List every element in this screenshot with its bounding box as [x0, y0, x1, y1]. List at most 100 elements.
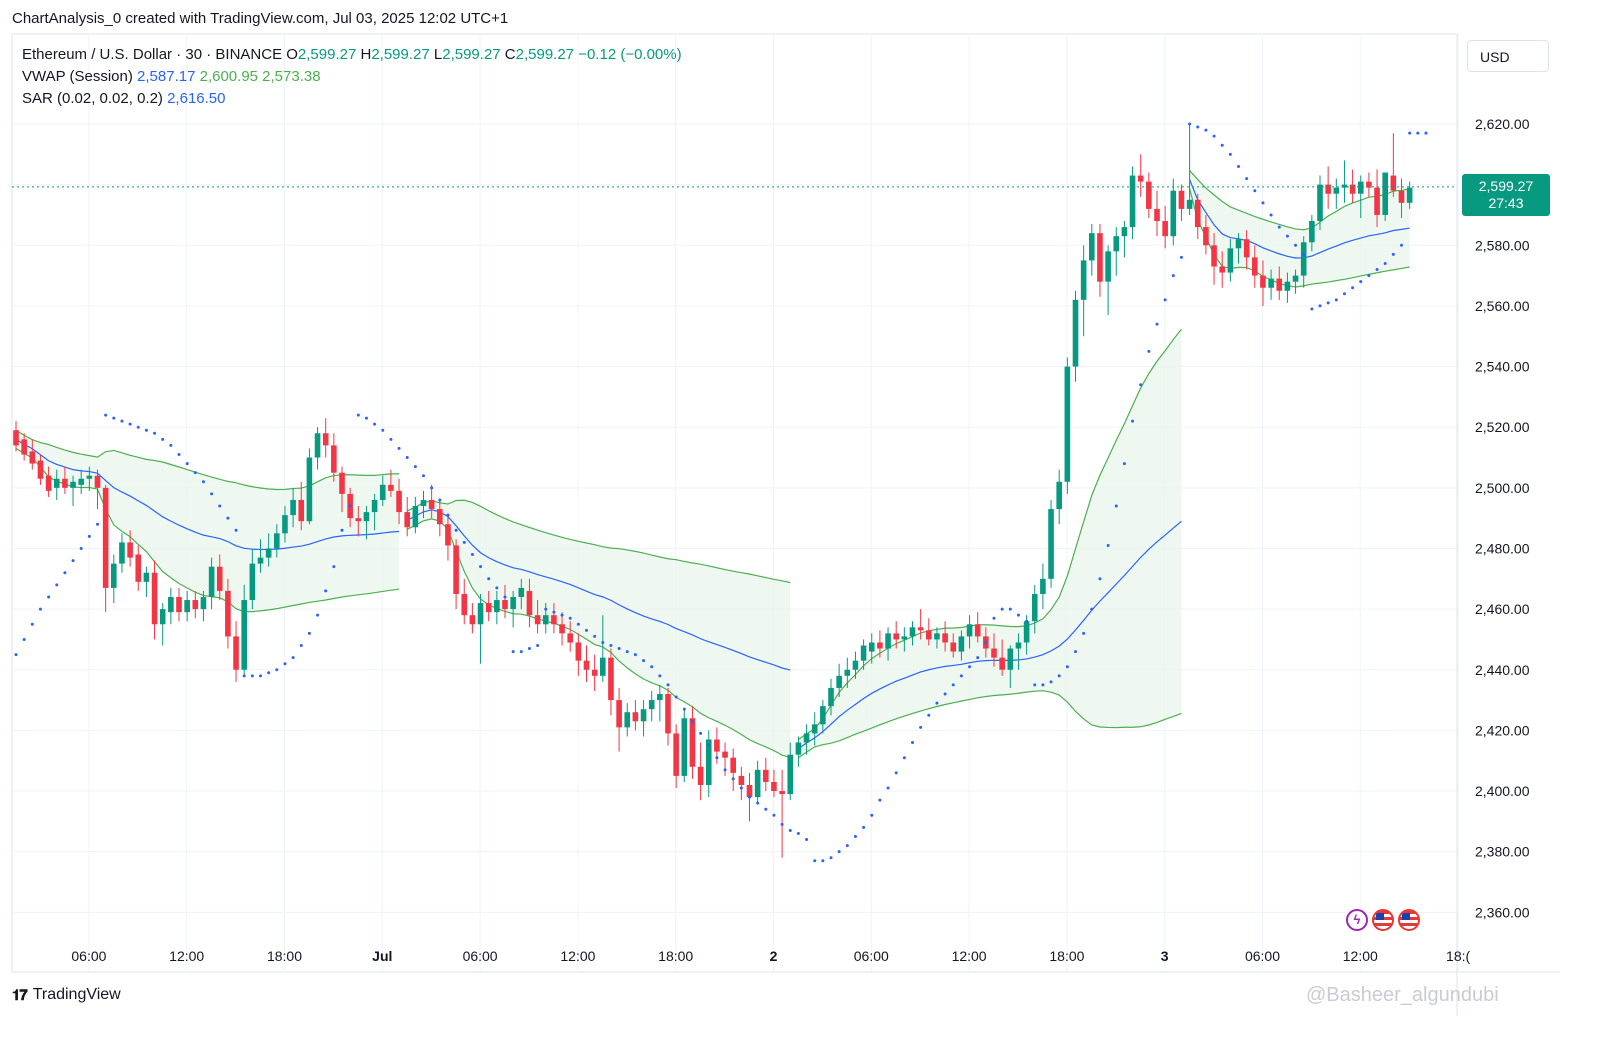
sar-dot [919, 725, 923, 729]
high-label: H [360, 46, 372, 63]
us-flag-icon[interactable] [1372, 909, 1394, 931]
candle-body [1325, 184, 1331, 194]
candle-body [917, 627, 924, 631]
sar-dot [829, 856, 833, 860]
candle-body [681, 718, 688, 776]
legend-symbol-row[interactable]: Ethereum / U.S. Dollar · 30 · BINANCE O2… [22, 44, 682, 66]
close-label: C [504, 46, 516, 63]
sar-dot [1074, 650, 1077, 654]
sar-dot [291, 656, 295, 660]
candle-body [526, 590, 533, 616]
sar-dot [316, 613, 320, 617]
x-tick-label: 06:00 [1245, 948, 1280, 964]
sar-dot [422, 474, 425, 478]
candle-body [233, 636, 239, 670]
candle-body [1406, 187, 1413, 203]
candle-body [974, 624, 981, 637]
vwap-value: 2,587.17 [137, 68, 196, 85]
x-tick-label: 06:00 [463, 948, 498, 964]
candle-body [1227, 248, 1234, 273]
candle-body [494, 600, 500, 613]
sar-dot [381, 428, 385, 432]
sar-dot [748, 795, 751, 799]
sar-dot [837, 850, 841, 854]
candle-body [298, 499, 305, 522]
sar-dot [446, 513, 450, 517]
candle-body [412, 506, 419, 528]
candle-body [396, 490, 402, 513]
sar-dot [1310, 307, 1314, 311]
candle-body [322, 433, 329, 446]
sar-dot [430, 486, 434, 490]
sar-dot [862, 825, 866, 829]
candle-body [534, 615, 541, 625]
candle-body [1080, 260, 1087, 300]
sar-dot [120, 419, 124, 423]
candle-body [1121, 227, 1128, 237]
candle-body [510, 596, 516, 610]
sar-dot [633, 653, 637, 657]
candle-body [1333, 187, 1340, 194]
candle-body [135, 554, 142, 582]
sar-dot [1391, 252, 1395, 256]
tradingview-brand[interactable]: 𝟏𝟕 TradingView [12, 986, 121, 1004]
sar-dot [1033, 683, 1037, 687]
sar-dot [666, 683, 670, 687]
candle-body [1398, 190, 1405, 203]
sar-dot [324, 589, 328, 593]
candle-body [860, 645, 867, 661]
sar-dot [405, 456, 409, 460]
legend-sar-row[interactable]: SAR (0.02, 0.02, 0.2) 2,616.50 [22, 88, 682, 110]
candle-body [306, 457, 313, 522]
candle-body [518, 587, 525, 597]
sar-dot [552, 610, 556, 614]
sar-dot [487, 577, 491, 581]
last-price-value: 2,599.27 [1478, 177, 1534, 194]
sar-dot [1057, 674, 1061, 678]
lightning-icon[interactable]: ϟ [1346, 909, 1368, 931]
candle-body [1300, 242, 1307, 276]
candle-body [852, 660, 859, 670]
candle-body [966, 624, 973, 637]
candle-body [355, 518, 362, 522]
sar-dot [1212, 134, 1216, 138]
sar-dot [112, 416, 116, 420]
brand-name: TradingView [32, 986, 121, 1003]
y-tick-label: 2,540.00 [1475, 359, 1530, 375]
sar-dot [756, 801, 760, 805]
sar-dot [136, 425, 140, 429]
candle-body [1015, 642, 1022, 649]
sar-dot [527, 647, 531, 651]
sar-dot [1351, 286, 1355, 290]
candle-body [176, 596, 182, 613]
sar-dot [55, 583, 59, 587]
sar-dot [1245, 177, 1249, 181]
vwap-lower-value: 2,573.38 [262, 68, 321, 85]
candle-body [1097, 233, 1103, 282]
sar-dot [968, 665, 972, 669]
candle-body [1064, 366, 1071, 482]
candle-body [445, 524, 451, 546]
candle-body [1219, 266, 1225, 273]
sar-dot [14, 653, 18, 657]
legend-vwap-row[interactable]: VWAP (Session) 2,587.17 2,600.95 2,573.3… [22, 66, 682, 88]
us-flag-icon[interactable] [1398, 909, 1420, 931]
candle-body [754, 769, 761, 798]
sar-dot [511, 650, 515, 654]
sar-dot [780, 822, 784, 826]
sar-dot [984, 640, 988, 644]
candle-body [771, 781, 777, 792]
sar-dot [1131, 419, 1135, 423]
sar-dot [690, 719, 694, 723]
sar-dot [544, 607, 548, 611]
candle-body [241, 600, 247, 670]
sar-dot [1106, 543, 1110, 547]
candle-body [640, 709, 647, 722]
candle-body [632, 712, 639, 722]
candle-body [1390, 175, 1397, 191]
candle-body [1105, 251, 1111, 282]
candle-body [836, 675, 842, 688]
sar-dot [470, 553, 474, 557]
currency-button[interactable]: USD [1467, 40, 1549, 72]
